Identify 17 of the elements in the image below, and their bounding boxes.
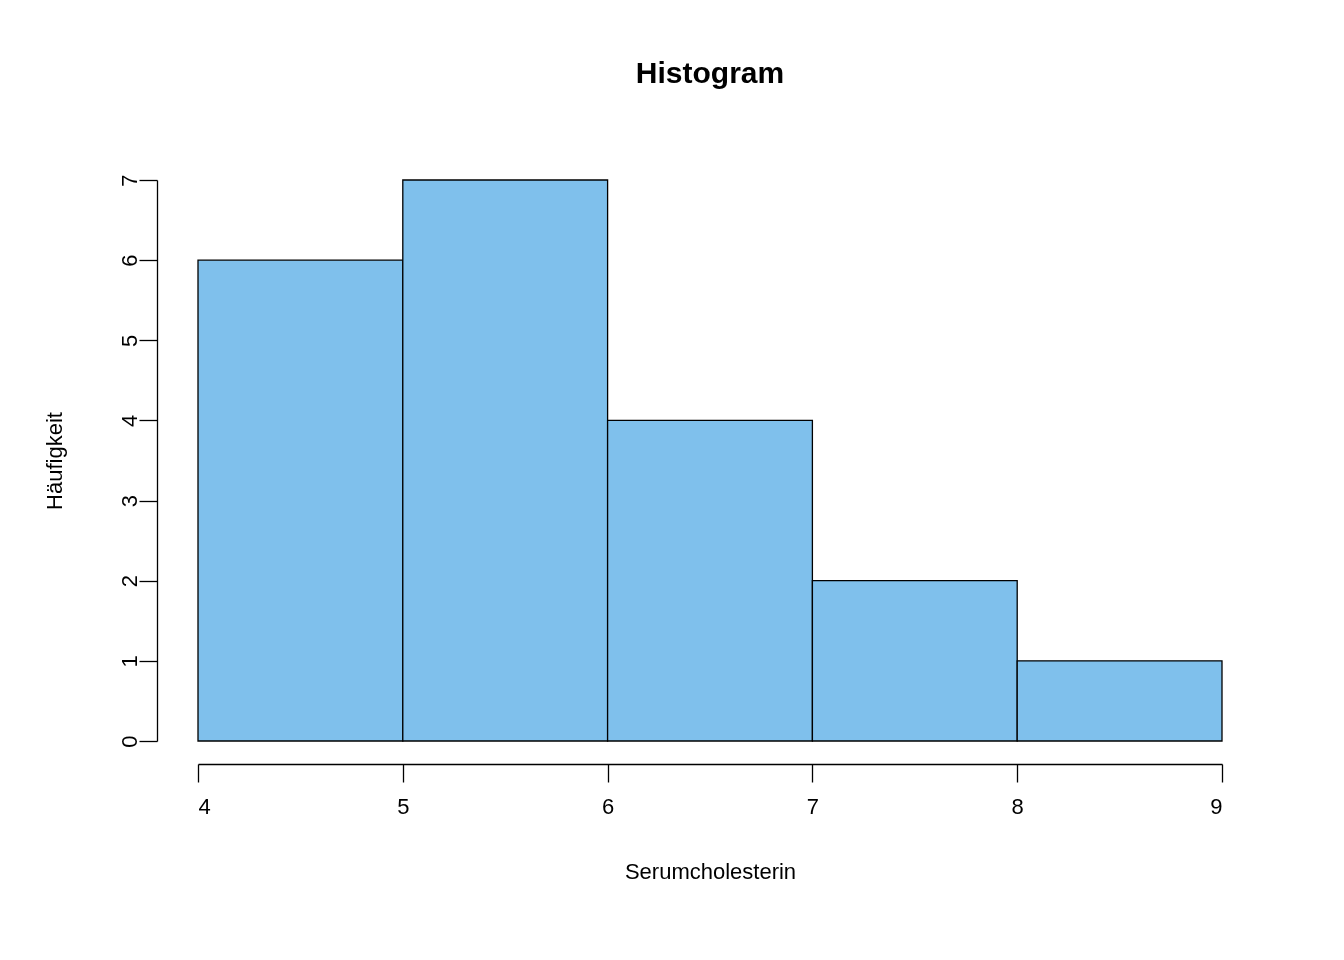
y-tick-label: 6 bbox=[116, 254, 142, 267]
y-tick-label: 7 bbox=[116, 174, 142, 187]
x-tick-label: 9 bbox=[1210, 793, 1223, 819]
y-tick-label: 2 bbox=[116, 575, 142, 588]
x-tick-label: 5 bbox=[397, 793, 410, 819]
y-tick-label: 3 bbox=[116, 494, 142, 508]
x-tick-label: 4 bbox=[198, 793, 211, 819]
x-tick-label: 7 bbox=[806, 793, 820, 819]
y-tick-label: 5 bbox=[116, 334, 142, 347]
y-tick-label: 1 bbox=[116, 655, 142, 668]
x-tick-label: 8 bbox=[1011, 793, 1024, 819]
x-axis-title: Serumcholesterin bbox=[624, 858, 797, 884]
x-tick-label: 6 bbox=[601, 793, 615, 819]
y-tick-label: 4 bbox=[116, 414, 142, 428]
y-tick-label: 0 bbox=[116, 735, 142, 748]
chart-title: Histogram bbox=[635, 55, 785, 89]
y-axis-title: Häufigkeit bbox=[41, 412, 67, 510]
